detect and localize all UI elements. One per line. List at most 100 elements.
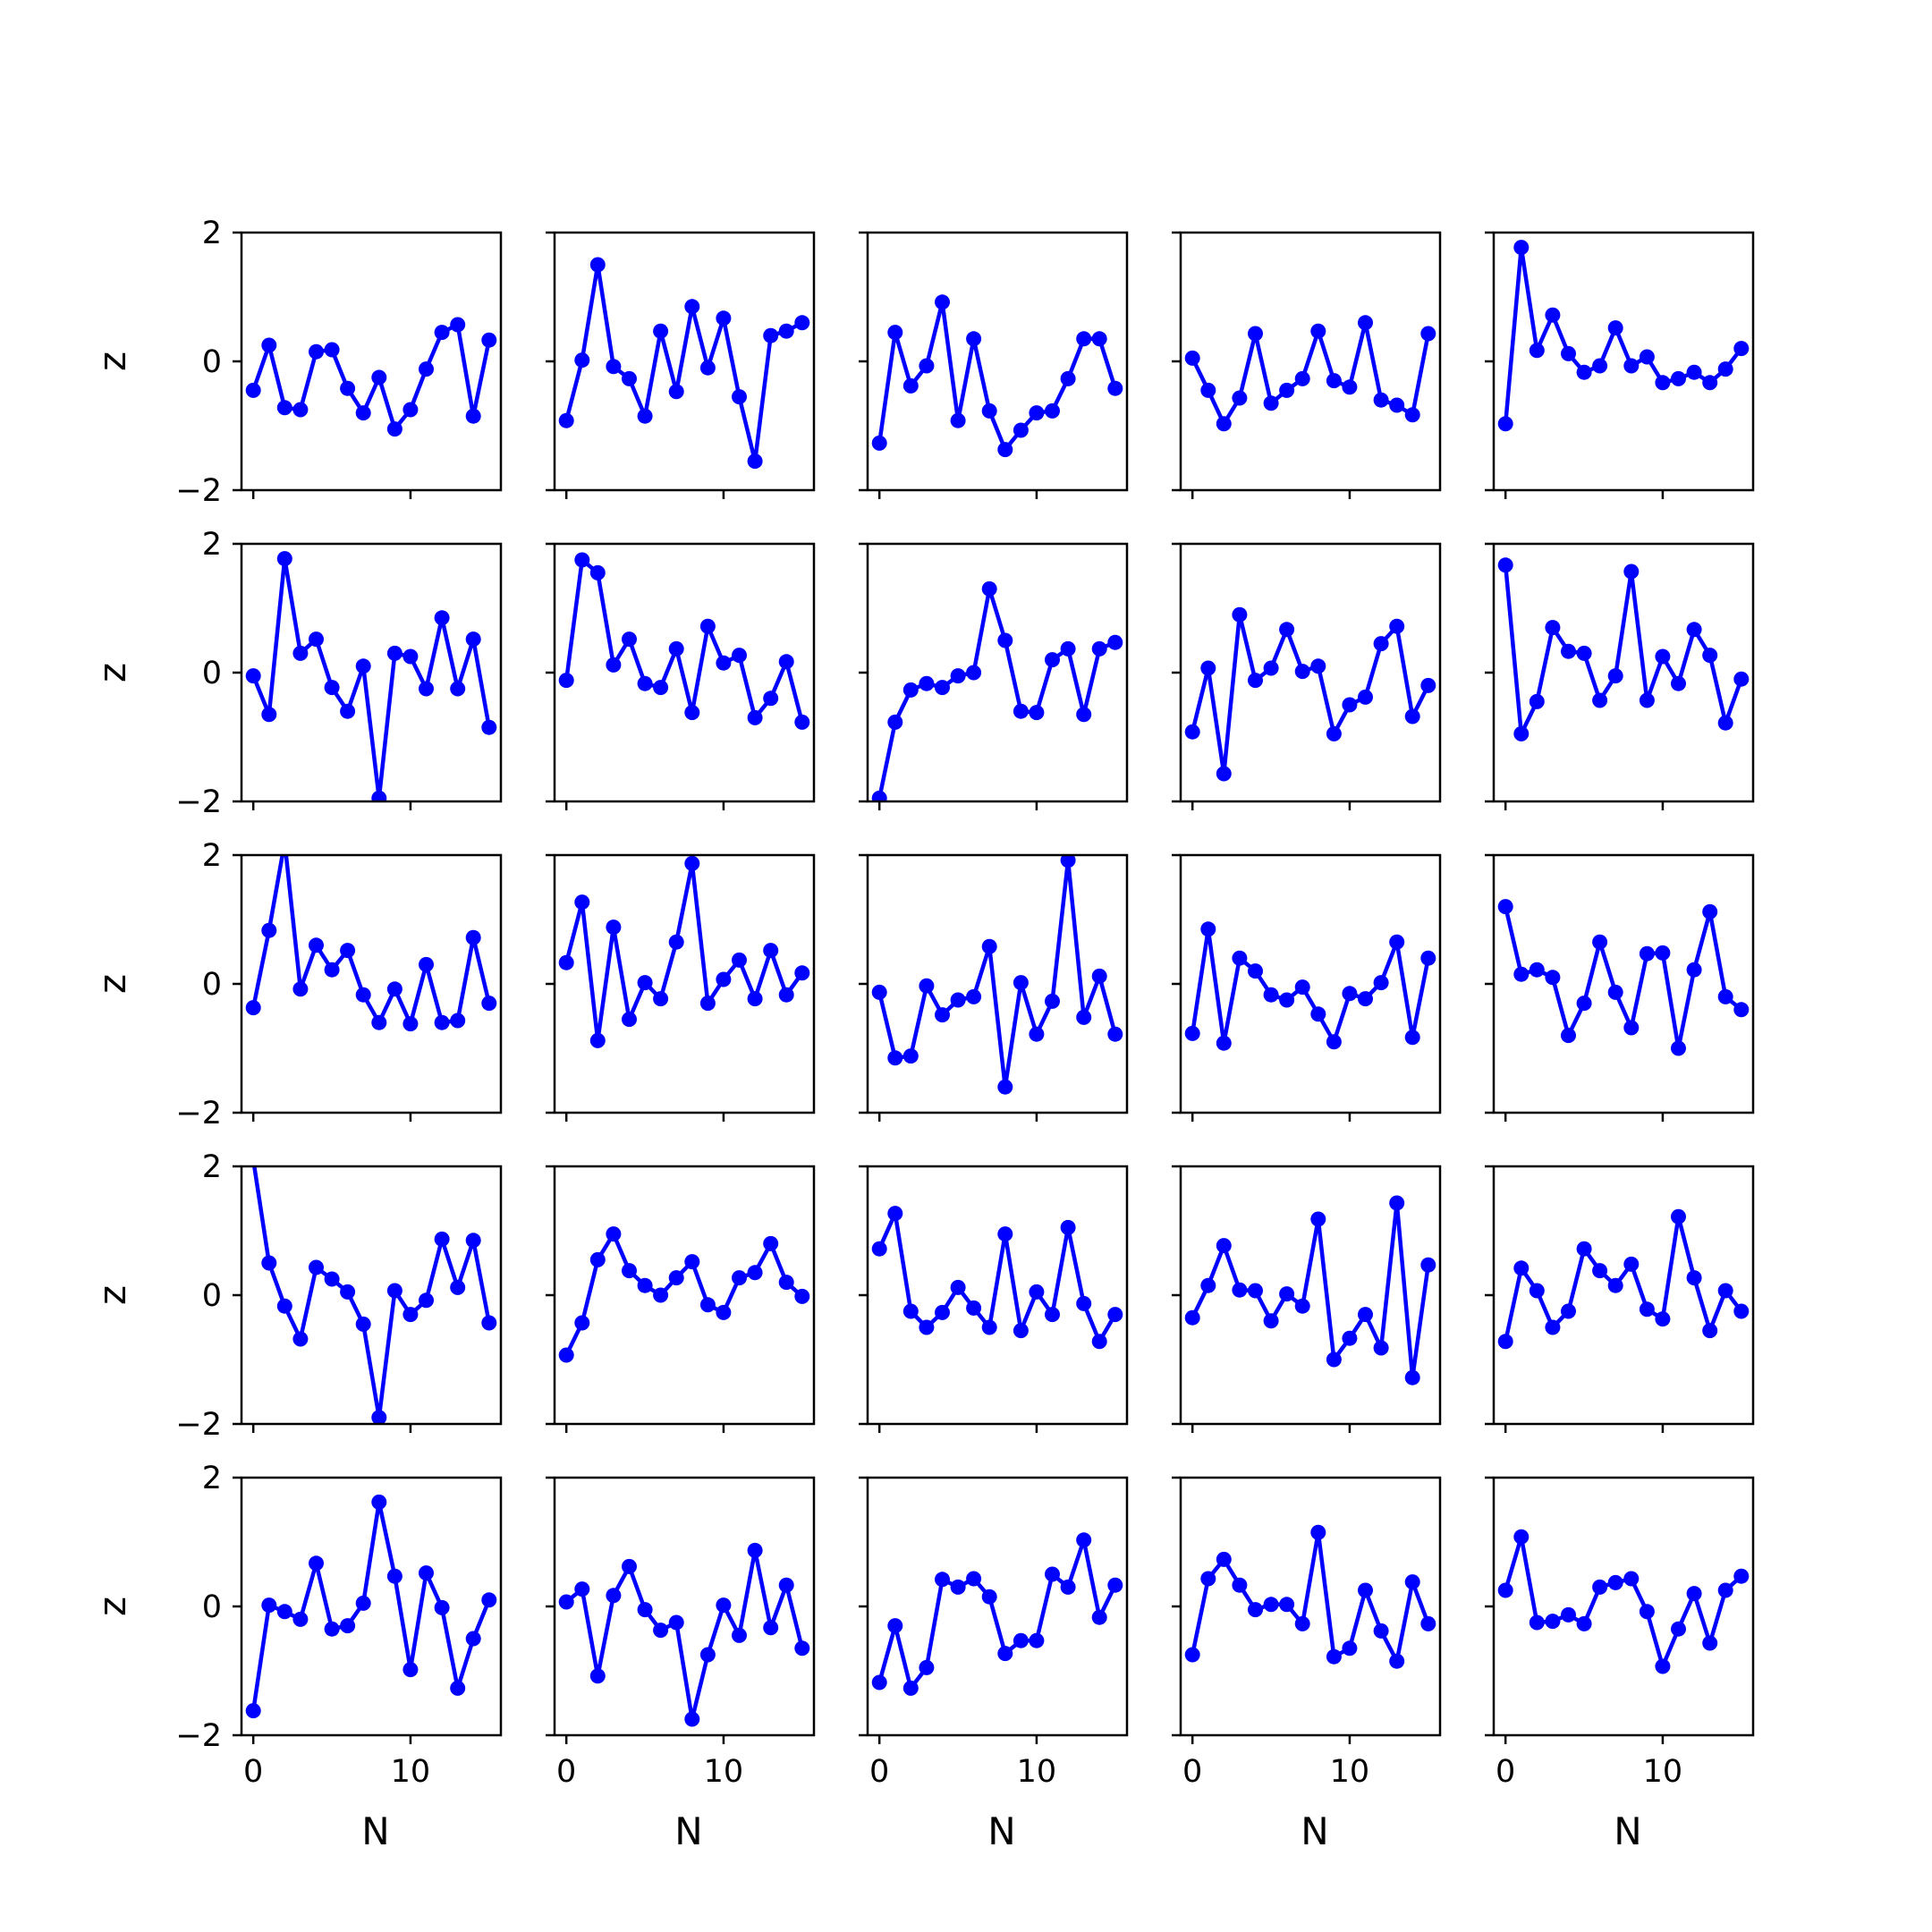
series-line xyxy=(877,1211,1118,1344)
data-point xyxy=(481,1592,497,1608)
data-point xyxy=(1248,673,1263,689)
data-point xyxy=(1294,370,1310,386)
data-point xyxy=(622,1558,637,1574)
data-point xyxy=(871,1241,887,1257)
data-point xyxy=(1342,986,1358,1002)
data-point xyxy=(1060,370,1076,386)
data-point xyxy=(1592,1263,1608,1279)
data-point xyxy=(340,1618,356,1634)
data-point xyxy=(1702,1635,1718,1651)
data-point xyxy=(1060,855,1076,869)
axes-frame xyxy=(1179,231,1442,492)
data-point xyxy=(1107,1307,1123,1323)
data-point xyxy=(778,1577,794,1593)
data-point xyxy=(434,325,450,341)
data-point xyxy=(1655,1311,1671,1327)
data-point xyxy=(1326,1648,1342,1665)
data-point xyxy=(324,1271,340,1287)
axes-frame xyxy=(1179,853,1442,1114)
data-point xyxy=(1013,1632,1029,1648)
data-point xyxy=(276,400,292,416)
data-point xyxy=(276,1298,292,1314)
data-point xyxy=(668,384,684,400)
data-point xyxy=(324,680,340,696)
data-point xyxy=(1294,979,1310,996)
data-point xyxy=(1232,1577,1248,1593)
plot-area xyxy=(1184,1524,1436,1669)
data-point xyxy=(794,965,810,981)
data-point xyxy=(574,552,590,568)
plot-area xyxy=(245,317,497,437)
axes-frame xyxy=(240,853,503,1114)
data-point xyxy=(574,894,590,911)
data-point xyxy=(1060,640,1076,657)
data-point xyxy=(245,382,261,398)
data-point xyxy=(1702,1323,1718,1339)
data-point xyxy=(1326,1034,1342,1050)
x-tick-label: 0 xyxy=(1496,1754,1515,1790)
data-point xyxy=(1655,648,1671,665)
data-point xyxy=(1294,1615,1310,1631)
data-point xyxy=(684,1711,700,1727)
data-point xyxy=(1013,975,1029,991)
data-point xyxy=(684,705,700,721)
data-point xyxy=(1184,724,1200,740)
data-point xyxy=(386,645,402,661)
data-point xyxy=(699,1297,716,1313)
series-line xyxy=(564,1548,805,1722)
data-point xyxy=(1607,320,1623,336)
data-point xyxy=(1733,1568,1750,1584)
data-point xyxy=(402,402,419,418)
data-point xyxy=(653,680,669,696)
data-point xyxy=(340,943,356,959)
y-tick-label: 2 xyxy=(202,216,222,251)
subplot-r1-c2 xyxy=(546,231,816,499)
data-point xyxy=(794,315,810,331)
data-point xyxy=(637,408,653,424)
data-point xyxy=(1248,1602,1263,1618)
data-point xyxy=(732,648,747,664)
y-tick-label: 2 xyxy=(202,1461,222,1496)
data-point xyxy=(1389,1195,1405,1211)
data-point xyxy=(277,835,292,850)
data-point xyxy=(871,435,887,451)
data-point xyxy=(1310,1211,1326,1227)
data-point xyxy=(1045,652,1060,668)
data-point xyxy=(1342,379,1358,395)
data-point xyxy=(1592,358,1608,374)
data-point xyxy=(1373,1340,1389,1356)
data-point xyxy=(419,681,434,697)
data-point xyxy=(935,1572,950,1588)
data-point xyxy=(1576,996,1592,1012)
data-point xyxy=(871,1674,887,1690)
data-point xyxy=(386,1283,402,1299)
data-point xyxy=(732,1627,747,1643)
series-line xyxy=(1503,1214,1744,1344)
data-point xyxy=(887,1050,903,1066)
data-point xyxy=(1263,987,1279,1003)
data-point xyxy=(1607,1574,1623,1590)
data-point xyxy=(574,1581,590,1597)
data-point xyxy=(966,665,982,681)
data-point xyxy=(1592,934,1608,950)
data-point xyxy=(1263,1313,1279,1329)
data-point xyxy=(1232,950,1248,966)
data-point xyxy=(981,938,997,954)
data-point xyxy=(622,1012,637,1028)
data-point xyxy=(1497,1582,1513,1598)
data-point xyxy=(1576,1615,1592,1631)
data-point xyxy=(1184,1309,1200,1326)
y-tick-label: −2 xyxy=(175,1407,222,1443)
plot-area xyxy=(249,1166,497,1424)
data-point xyxy=(465,631,481,648)
data-point xyxy=(1091,331,1107,347)
data-point xyxy=(589,564,606,580)
axes-frame xyxy=(1492,853,1755,1114)
data-point xyxy=(1248,1283,1263,1299)
data-point xyxy=(1513,725,1530,741)
data-point xyxy=(966,331,982,347)
data-point xyxy=(1561,1606,1576,1623)
data-point xyxy=(309,631,324,648)
data-point xyxy=(402,1307,419,1323)
data-point xyxy=(1497,557,1513,573)
